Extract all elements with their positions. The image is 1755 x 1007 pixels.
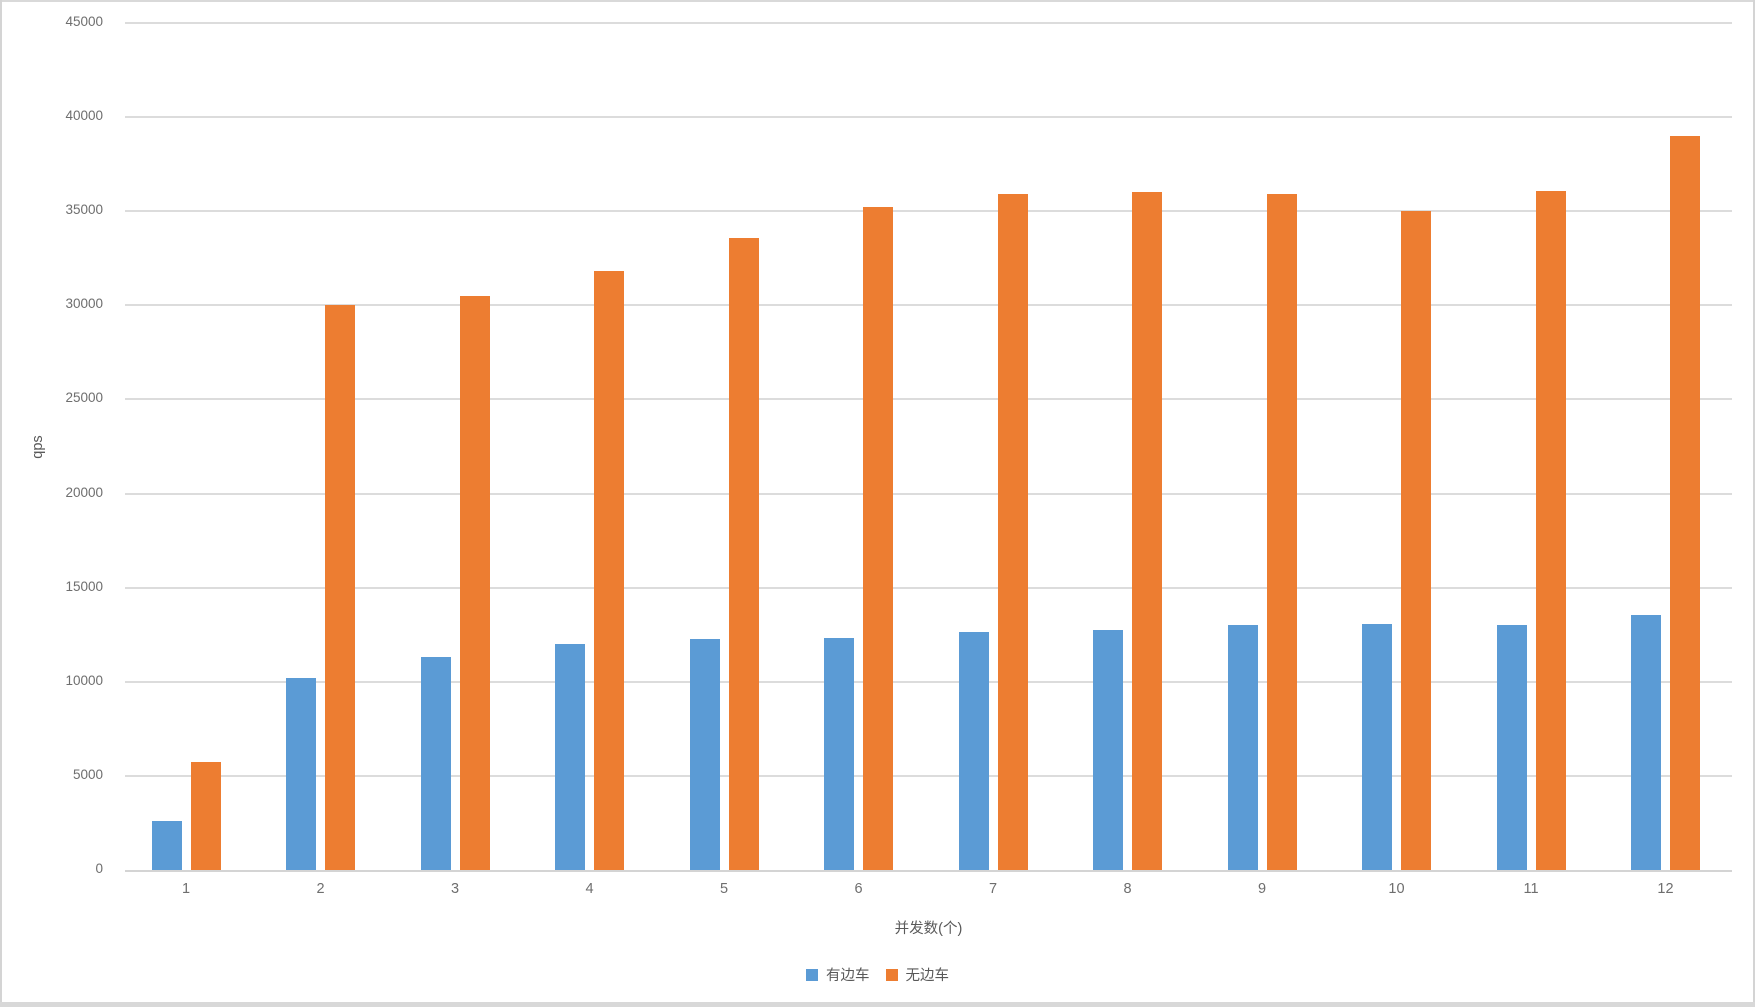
x-tick-label: 5	[719, 881, 729, 897]
bar-无边车-9	[1266, 194, 1297, 870]
gridline-45000	[125, 22, 1732, 24]
y-tick-label: 25000	[65, 390, 103, 406]
plot-area	[125, 22, 1732, 872]
x-tick-label: 8	[1123, 881, 1132, 897]
y-tick-label: 35000	[65, 202, 103, 218]
legend-swatch-icon	[806, 968, 818, 981]
bar-无边车-10	[1401, 211, 1431, 870]
x-tick-label: 10	[1388, 881, 1405, 897]
bar-有边车-9	[1227, 625, 1258, 870]
gridline-0	[125, 870, 1732, 872]
y-tick-label: 20000	[65, 484, 103, 500]
x-axis-title: 并发数(个)	[894, 921, 963, 937]
bar-有边车-1	[151, 821, 182, 870]
bar-无边车-5	[728, 237, 759, 870]
bar-无边车-7	[997, 194, 1028, 870]
y-axis-title: qps	[30, 435, 46, 459]
y-tick-label: 10000	[65, 672, 103, 688]
bar-无边车-1	[190, 761, 221, 870]
gridline-15000	[125, 586, 1732, 589]
bar-有边车-8	[1093, 630, 1123, 870]
border-right	[1753, 0, 1755, 1007]
x-tick-label: 6	[854, 881, 863, 897]
bar-无边车-11	[1535, 190, 1566, 870]
bar-有边车-3	[420, 657, 451, 870]
bar-有边车-12	[1631, 614, 1661, 870]
legend-item-有边车: 有边车	[806, 964, 870, 985]
gridline-35000	[125, 210, 1732, 213]
y-tick-label: 30000	[65, 296, 103, 312]
bar-无边车-6	[863, 207, 893, 870]
gridline-10000	[125, 680, 1732, 683]
gridline-5000	[125, 774, 1732, 777]
border-left	[0, 0, 2, 1007]
gridline-30000	[125, 304, 1732, 307]
legend-swatch-icon	[885, 968, 898, 981]
bar-有边车-11	[1496, 625, 1527, 870]
gridline-25000	[125, 398, 1732, 401]
bar-无边车-12	[1670, 135, 1700, 870]
border-top	[0, 0, 1755, 2]
bar-有边车-6	[824, 637, 854, 870]
x-tick-label: 4	[585, 881, 594, 897]
gridline-40000	[125, 116, 1732, 119]
x-tick-label: 12	[1657, 881, 1674, 897]
legend: 有边车 无边车	[0, 964, 1755, 985]
bar-无边车-8	[1132, 192, 1162, 870]
y-tick-label: 40000	[65, 108, 103, 124]
bar-有边车-7	[958, 631, 989, 870]
bar-有边车-4	[555, 644, 585, 870]
legend-item-无边车: 无边车	[885, 964, 950, 985]
x-tick-label: 9	[1257, 881, 1267, 897]
y-tick-label: 45000	[65, 14, 103, 29]
border-bottom	[0, 1002, 1755, 1007]
gridline-20000	[125, 492, 1732, 495]
x-tick-label: 3	[450, 881, 460, 897]
bar-有边车-10	[1362, 624, 1392, 870]
y-tick-label: 15000	[65, 578, 103, 594]
x-tick-label: 2	[316, 881, 325, 897]
bar-无边车-3	[459, 295, 490, 870]
bar-无边车-2	[325, 305, 355, 870]
x-tick-label: 11	[1523, 881, 1539, 897]
legend-label: 无边车	[905, 968, 950, 984]
bar-有边车-2	[286, 678, 316, 870]
legend-label: 有边车	[826, 968, 870, 984]
y-tick-label: 0	[95, 861, 103, 876]
x-tick-label: 7	[988, 881, 998, 897]
bar-有边车-5	[689, 639, 720, 870]
bar-无边车-4	[594, 271, 624, 870]
y-tick-label: 5000	[72, 766, 103, 782]
x-tick-label: 1	[181, 881, 191, 897]
